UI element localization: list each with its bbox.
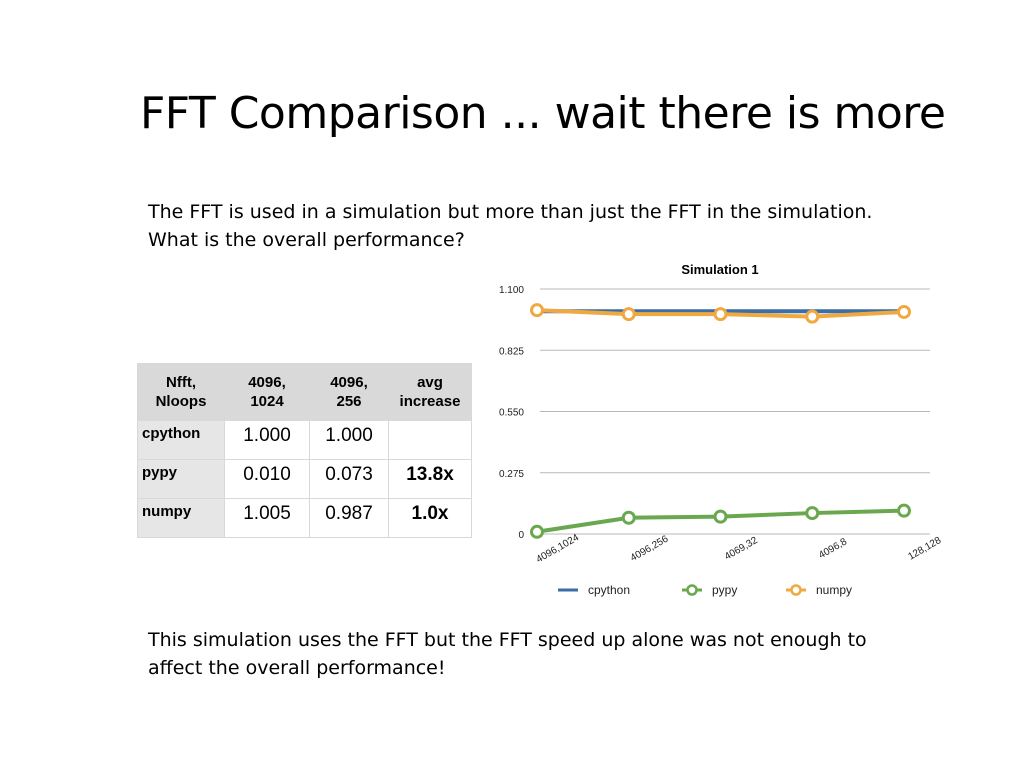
table-cell: 1.000 bbox=[224, 420, 310, 460]
intro-line-1: The FFT is used in a simulation but more… bbox=[148, 201, 873, 223]
conclusion-paragraph: This simulation uses the FFT but the FFT… bbox=[148, 626, 928, 682]
data-point-numpy bbox=[713, 307, 728, 322]
header-4096-256: 4096, 256 bbox=[309, 363, 389, 421]
data-point-numpy bbox=[530, 303, 544, 318]
x-tick-label: 128,128 bbox=[906, 535, 943, 563]
y-tick-label: 1.100 bbox=[499, 285, 524, 296]
data-point-numpy bbox=[621, 307, 636, 322]
y-tick-label: 0.275 bbox=[499, 469, 524, 480]
data-point-pypy bbox=[805, 506, 820, 521]
table-cell: 1.0x bbox=[388, 498, 472, 538]
header-avg-increase: avg increase bbox=[388, 363, 472, 421]
header-4096-256-line2: 256 bbox=[336, 393, 362, 410]
table-row: cpython 1.000 1.000 bbox=[137, 420, 472, 460]
intro-paragraph: The FFT is used in a simulation but more… bbox=[148, 198, 928, 254]
header-4096-1024-line2: 1024 bbox=[250, 393, 284, 410]
intro-line-2: What is the overall performance? bbox=[148, 229, 465, 251]
conclusion-line-2: affect the overall performance! bbox=[148, 657, 446, 679]
data-point-numpy bbox=[897, 304, 911, 319]
chart-grid bbox=[540, 288, 930, 535]
header-nfft-line1: Nfft, bbox=[166, 374, 196, 391]
y-tick-label: 0.550 bbox=[499, 408, 524, 419]
chart-legend: cpython pypy numpy bbox=[558, 583, 852, 597]
header-avg-line1: avg bbox=[417, 374, 443, 391]
conclusion-line-1: This simulation uses the FFT but the FFT… bbox=[148, 629, 867, 651]
x-tick-label: 4069,32 bbox=[723, 535, 760, 563]
x-tick-label: 4096,8 bbox=[817, 536, 849, 561]
x-tick-label: 4096,256 bbox=[629, 533, 671, 564]
row-label: numpy bbox=[137, 498, 225, 538]
table-row: pypy 0.010 0.073 13.8x bbox=[137, 459, 472, 499]
results-table: Nfft, Nloops 4096, 1024 4096, 256 avg in… bbox=[137, 363, 472, 538]
data-point-pypy bbox=[713, 509, 728, 524]
chart-series bbox=[530, 303, 911, 539]
header-4096-256-line1: 4096, bbox=[330, 374, 368, 391]
x-axis-ticks: 4096,1024 4096,256 4069,32 4096,8 128,128 bbox=[535, 532, 944, 565]
y-tick-label: 0.825 bbox=[499, 346, 524, 357]
table-cell: 0.987 bbox=[309, 498, 389, 538]
table-cell: 0.010 bbox=[224, 459, 310, 499]
data-point-pypy bbox=[897, 503, 911, 518]
table-cell: 1.005 bbox=[224, 498, 310, 538]
legend-label: numpy bbox=[816, 583, 852, 597]
legend-marker-pypy bbox=[686, 584, 698, 596]
header-nfft: Nfft, Nloops bbox=[137, 363, 225, 421]
legend-marker-numpy bbox=[790, 584, 802, 596]
header-nfft-line2: Nloops bbox=[155, 393, 207, 410]
header-avg-line2: increase bbox=[399, 393, 461, 410]
legend-label: cpython bbox=[588, 583, 630, 597]
table-cell bbox=[388, 420, 472, 460]
slide-title: FFT Comparison ... wait there is more bbox=[140, 88, 946, 139]
row-label: pypy bbox=[137, 459, 225, 499]
table-header-row: Nfft, Nloops 4096, 1024 4096, 256 avg in… bbox=[137, 363, 472, 421]
table-cell: 0.073 bbox=[309, 459, 389, 499]
data-point-pypy bbox=[621, 510, 636, 525]
row-label: cpython bbox=[137, 420, 225, 460]
legend-label: pypy bbox=[712, 583, 737, 597]
y-axis-ticks: 0 0.275 0.550 0.825 1.100 bbox=[499, 285, 524, 541]
header-4096-1024-line1: 4096, bbox=[248, 374, 286, 391]
line-chart: Simulation 1 0 0.275 0.550 0.825 1.100 4096,… bbox=[499, 262, 944, 597]
header-4096-1024: 4096, 1024 bbox=[224, 363, 310, 421]
y-tick-label: 0 bbox=[518, 530, 524, 541]
table-row: numpy 1.005 0.987 1.0x bbox=[137, 498, 472, 538]
table-cell: 1.000 bbox=[309, 420, 389, 460]
data-point-pypy bbox=[530, 524, 544, 539]
data-point-numpy bbox=[805, 309, 820, 324]
chart-title: Simulation 1 bbox=[681, 262, 758, 277]
table-cell: 13.8x bbox=[388, 459, 472, 499]
